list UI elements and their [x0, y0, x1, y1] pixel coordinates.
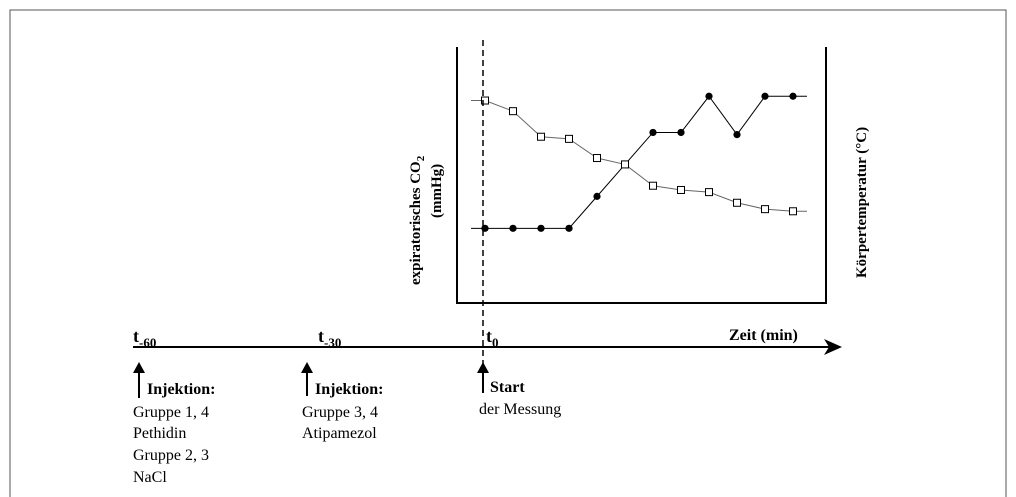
series-line: [471, 95, 807, 229]
event-line: Atipamezol: [302, 425, 377, 442]
event-line: Gruppe 1, 4: [133, 404, 209, 421]
event-heading: Injektion:: [315, 381, 383, 398]
frame: [9, 9, 1007, 497]
marker-t-60: t-60 Injektion: Gruppe 1, 4 Pethidin Gru…: [133, 326, 215, 486]
y-left-label: expiratorisches CO2: [408, 155, 427, 285]
event-heading: Start: [490, 379, 525, 396]
open-square-point: [789, 207, 797, 216]
event-line: Gruppe 3, 4: [302, 404, 378, 421]
filled-circle-point: [593, 192, 601, 200]
open-square-point: [593, 154, 601, 163]
time-label: t-60: [133, 326, 156, 350]
filled-circle-point: [565, 224, 573, 232]
open-square-point: [705, 188, 713, 197]
filled-circle-point: [733, 131, 741, 139]
open-square-point: [733, 198, 741, 207]
filled-circle-point: [761, 92, 769, 100]
up-arrowhead-icon: [133, 362, 145, 373]
up-arrowhead-icon: [301, 362, 313, 373]
open-square-point: [565, 134, 573, 143]
time-axis-arrowhead: [824, 339, 842, 355]
time-axis-label: Zeit (min): [729, 327, 798, 344]
event-line: NaCl: [133, 469, 167, 486]
event-line: Gruppe 2, 3: [133, 447, 209, 464]
open-square-point: [537, 132, 545, 141]
time-label: t-30: [318, 326, 341, 350]
event-line: Pethidin: [133, 425, 186, 442]
plot-box: [456, 47, 827, 304]
open-square-point: [761, 205, 769, 214]
up-arrowhead-icon: [477, 362, 489, 373]
open-square-point: [509, 107, 517, 116]
y-left-unit: (mmHg): [429, 164, 445, 218]
filled-circle-point: [677, 128, 685, 137]
open-square-point: [677, 185, 685, 194]
filled-circle-point: [649, 128, 657, 137]
marker-t0: t0 Start der Messung: [477, 326, 561, 418]
series-line: [471, 100, 807, 212]
event-line: der Messung: [479, 401, 561, 418]
filled-circle-point: [537, 224, 545, 232]
open-square-point: [481, 96, 489, 105]
filled-circle-point: [789, 92, 797, 100]
event-heading: Injektion:: [147, 381, 215, 398]
open-square-point: [649, 181, 657, 190]
filled-circle-point: [705, 92, 713, 100]
time-label: t0: [486, 326, 499, 350]
y-right-label: Körpertemperatur (°C): [854, 127, 870, 278]
filled-circle-point: [509, 224, 517, 232]
open-square-point: [621, 160, 629, 169]
chart-series: [471, 92, 807, 232]
marker-t-30: t-30 Injektion: Gruppe 3, 4 Atipamezol: [301, 326, 383, 442]
